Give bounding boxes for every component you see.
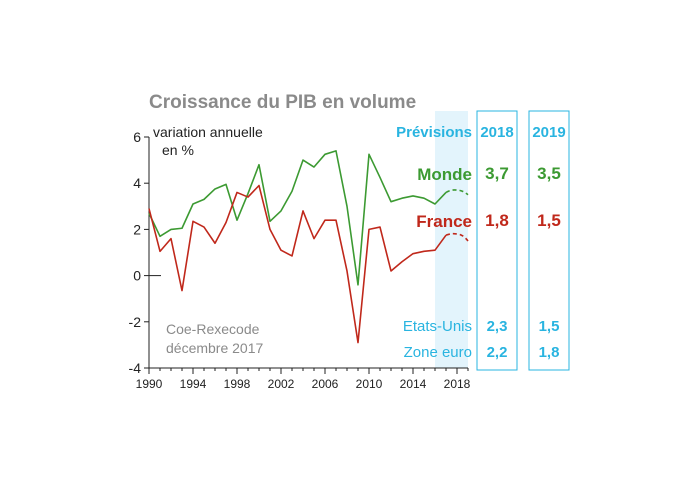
column-year-2019: 2019 <box>532 124 565 141</box>
value-france-2018: 1,8 <box>485 211 509 230</box>
y-tick-label: 4 <box>133 175 141 191</box>
row-label-etats-unis: Etats-Unis <box>403 318 472 335</box>
source-line2: décembre 2017 <box>166 340 264 356</box>
value-etats-unis-2019: 1,5 <box>539 318 560 335</box>
row-label-monde: Monde <box>417 165 472 184</box>
y-axis: -4 -2 0 2 4 6 <box>129 129 161 376</box>
forecast-line-monde <box>445 189 469 196</box>
y-tick-label: 6 <box>133 129 141 145</box>
y-axis-label-line2: en % <box>162 142 194 158</box>
x-tick-label: 2014 <box>400 377 427 391</box>
y-axis-label-line1: variation annuelle <box>153 124 263 140</box>
value-monde-2018: 3,7 <box>485 164 509 183</box>
y-tick-label: -4 <box>129 360 142 376</box>
source-line1: Coe-Rexecode <box>166 321 260 337</box>
x-tick-label: 2018 <box>444 377 471 391</box>
forecast-band <box>435 111 468 368</box>
series-line-monde <box>148 150 447 286</box>
series-layer <box>148 150 469 344</box>
x-tick-label: 1990 <box>136 377 163 391</box>
x-tick-label: 2006 <box>312 377 339 391</box>
column-frame-2019 <box>528 110 570 371</box>
column-year-2018: 2018 <box>480 124 513 141</box>
x-tick-label: 2002 <box>268 377 295 391</box>
value-france-2019: 1,5 <box>537 211 561 230</box>
chart-title: Croissance du PIB en volume <box>149 92 416 113</box>
column-frame-2018 <box>476 110 518 371</box>
value-monde-2019: 3,5 <box>537 164 561 183</box>
value-etats-unis-2018: 2,3 <box>487 318 508 335</box>
x-tick-label: 2010 <box>356 377 383 391</box>
y-tick-label: 0 <box>133 268 141 284</box>
y-tick-label: 2 <box>133 221 141 237</box>
x-tick-label: 1994 <box>180 377 207 391</box>
forecast-line-france <box>445 232 469 242</box>
row-label-france: France <box>416 212 472 231</box>
value-zone-euro-2018: 2,2 <box>487 344 508 361</box>
series-line-france <box>148 184 447 344</box>
value-zone-euro-2019: 1,8 <box>539 344 560 361</box>
x-axis: 1990 1994 1998 2002 2006 2010 2014 2018 <box>136 367 471 391</box>
previsions-label: Prévisions <box>396 124 472 141</box>
x-tick-label: 1998 <box>224 377 251 391</box>
row-label-zone-euro: Zone euro <box>404 344 472 361</box>
y-tick-label: -2 <box>129 314 142 330</box>
